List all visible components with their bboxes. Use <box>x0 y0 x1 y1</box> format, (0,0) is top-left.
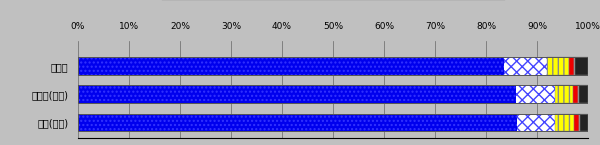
Bar <box>78 114 588 131</box>
Bar <box>78 57 504 75</box>
Bar <box>504 57 547 75</box>
Bar <box>555 114 574 131</box>
Bar <box>580 114 588 131</box>
Bar <box>78 85 588 103</box>
Bar <box>78 85 588 103</box>
Bar <box>556 85 573 103</box>
Bar <box>78 57 588 75</box>
Bar <box>575 57 588 75</box>
Bar <box>78 57 504 75</box>
Bar <box>78 85 515 103</box>
Bar <box>547 57 569 75</box>
Bar <box>573 85 578 103</box>
Bar <box>515 85 556 103</box>
Bar <box>517 114 555 131</box>
Bar <box>569 57 574 75</box>
Bar <box>547 57 569 75</box>
Bar <box>517 114 555 131</box>
Bar <box>579 114 580 131</box>
Bar <box>556 85 573 103</box>
Bar <box>574 57 575 75</box>
Bar <box>574 114 579 131</box>
Bar <box>78 114 588 131</box>
Bar <box>78 85 515 103</box>
Bar <box>515 85 556 103</box>
Bar <box>78 57 588 75</box>
Bar <box>578 85 579 103</box>
Bar <box>504 57 547 75</box>
Bar <box>78 114 517 131</box>
Bar <box>78 114 517 131</box>
Bar <box>555 114 574 131</box>
Bar <box>579 85 588 103</box>
